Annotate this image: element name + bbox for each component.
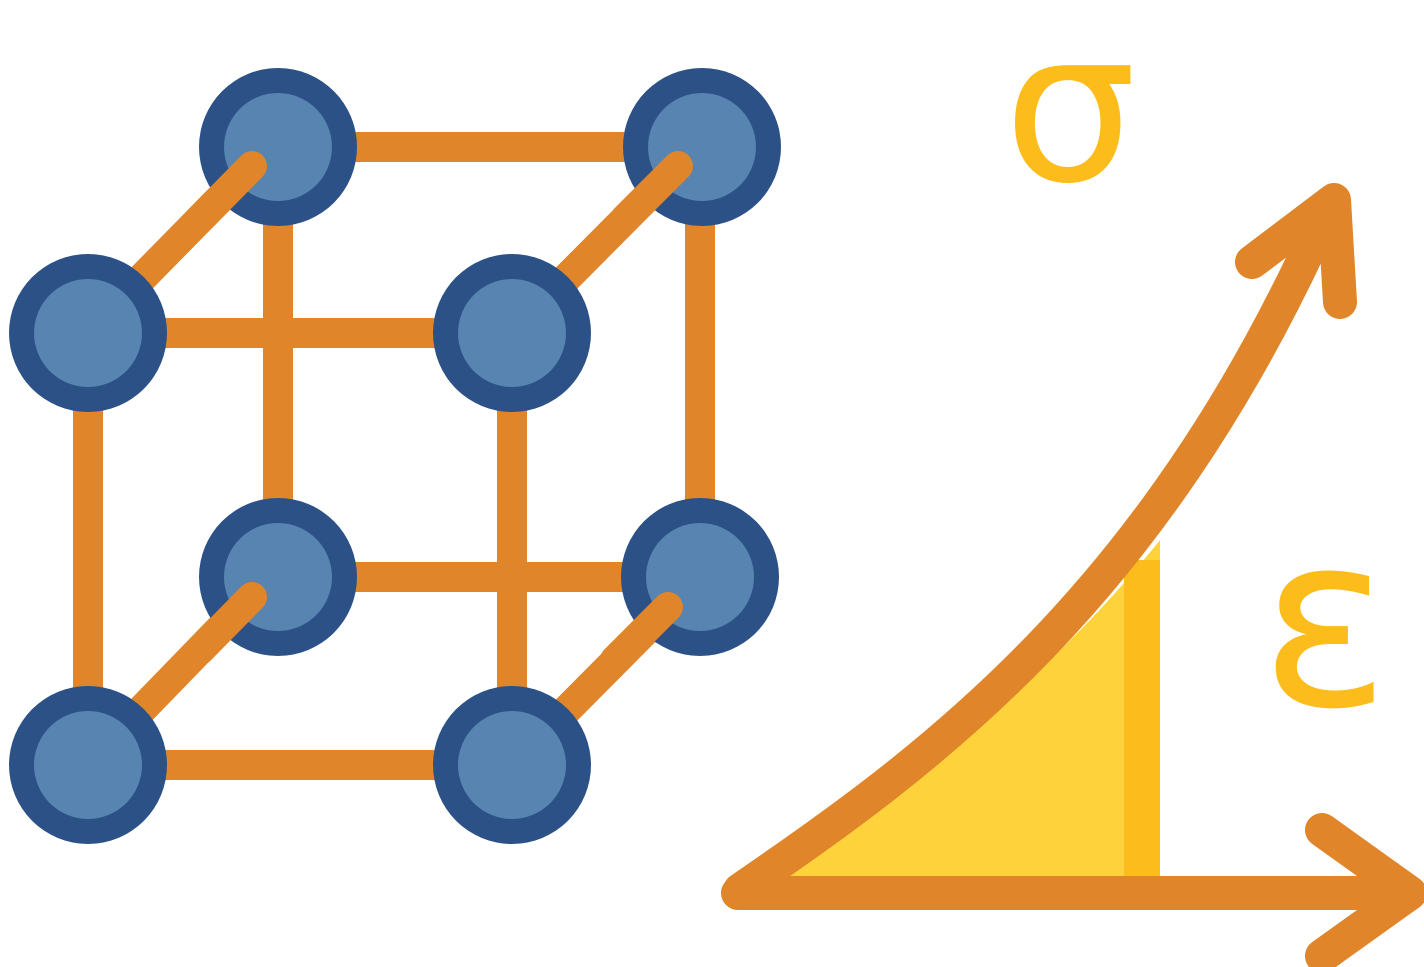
stress-symbol-label: σ: [1003, 0, 1136, 230]
curve-area-fill: [760, 540, 1160, 888]
strain-axis-arrowhead-icon: [1305, 813, 1424, 967]
atom-front-bottom-right: [433, 686, 591, 844]
lattice-bonds-depth-tips: [185, 151, 693, 675]
atom-front-bottom-left: [9, 686, 167, 844]
crystal-lattice-icon: [9, 68, 781, 844]
lattice-bonds-depth: [73, 153, 691, 780]
atom-front-top-left: [9, 254, 167, 412]
strain-symbol-label: ε: [1260, 482, 1390, 762]
curve-arrowhead-icon: [1235, 183, 1357, 319]
curve-area-edge: [1124, 560, 1160, 888]
atom-front-top-right: [433, 254, 591, 412]
stress-strain-curve-line: [723, 208, 1337, 907]
stress-strain-graph-icon: σ ε: [721, 0, 1424, 967]
